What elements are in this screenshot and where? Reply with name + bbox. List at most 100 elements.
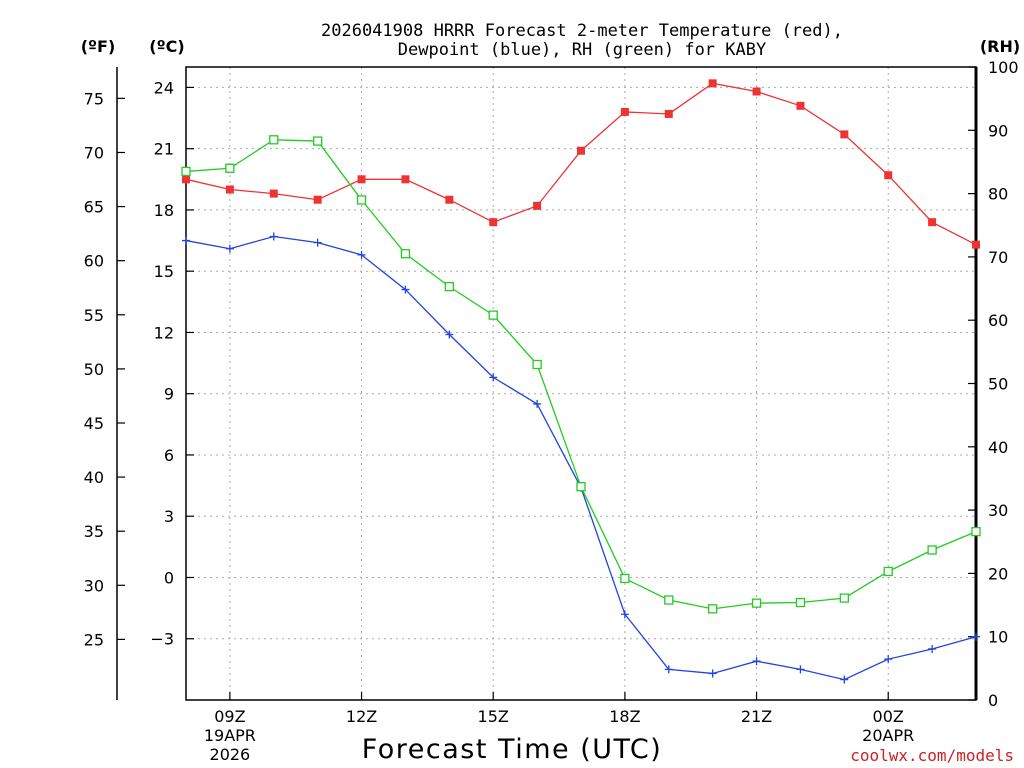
rh-point — [356, 195, 367, 205]
rh-tick-label: 30 — [988, 501, 1008, 520]
fahrenheit-tick-label: 70 — [84, 143, 104, 162]
x-tick-date-label: 19APR — [204, 726, 256, 745]
2-meter-temperature-point — [357, 175, 366, 184]
celsius-tick-label: 3 — [164, 507, 174, 526]
data-series — [181, 79, 981, 684]
rh-point — [927, 545, 937, 555]
celsius-tick-label: 18 — [154, 201, 174, 220]
celsius-axis-label: (ºC) — [149, 37, 184, 56]
rh-point — [751, 598, 762, 608]
fahrenheit-tick-label: 60 — [84, 252, 104, 271]
x-axis-label: Forecast Time (UTC) — [362, 734, 663, 765]
dewpoint-point — [840, 675, 849, 684]
x-tick-label: 12Z — [346, 707, 377, 726]
2-meter-temperature-point — [708, 79, 717, 88]
dewpoint-point — [313, 238, 322, 247]
fahrenheit-tick-label: 35 — [84, 522, 104, 541]
fahrenheit-tick-label: 65 — [84, 198, 104, 217]
x-tick-date-label: 20APR — [862, 726, 914, 745]
chart-title-line1: 2026041908 HRRR Forecast 2-meter Tempera… — [321, 21, 843, 41]
celsius-tick-label: 15 — [154, 262, 174, 281]
fahrenheit-axis-label: (ºF) — [81, 37, 116, 56]
fahrenheit-tick-label: 25 — [84, 630, 104, 649]
rh-tick-label: 0 — [988, 691, 998, 710]
dewpoint-point — [489, 373, 498, 382]
rh-point — [181, 166, 191, 177]
2-meter-temperature-point — [269, 189, 278, 198]
2-meter-temperature-point — [577, 146, 585, 155]
x-tick-label: 21Z — [741, 707, 772, 726]
fahrenheit-tick-label: 50 — [84, 360, 104, 379]
celsius-tick-label: 12 — [154, 323, 174, 342]
2-meter-temperature-point — [445, 195, 454, 204]
rh-point — [839, 593, 849, 603]
x-tick-label: 00Z — [873, 707, 904, 726]
celsius-tick-label: 0 — [164, 568, 174, 587]
rh-point — [708, 604, 718, 614]
2-meter-temperature-point — [928, 218, 937, 227]
rh-point — [664, 595, 674, 605]
2-meter-temperature-point — [620, 107, 629, 116]
dewpoint-point — [664, 665, 673, 674]
rh-tick-label: 40 — [988, 438, 1008, 457]
rh-tick-label: 10 — [988, 628, 1008, 647]
rh-tick-label: 80 — [988, 185, 1008, 204]
rh-point — [225, 163, 235, 173]
rh-tick-label: 50 — [988, 375, 1008, 394]
2-meter-temperature-point — [840, 130, 849, 139]
rh-tick-label: 90 — [988, 121, 1008, 140]
rh-point — [488, 310, 498, 320]
2-meter-temperature-point — [313, 195, 322, 204]
dewpoint-point — [708, 669, 717, 678]
dewpoint-point — [182, 236, 190, 245]
dewpoint-point — [796, 665, 805, 674]
fahrenheit-tick-label: 30 — [84, 576, 104, 595]
2-meter-temperature-point — [225, 185, 234, 194]
dewpoint-point — [401, 285, 410, 294]
x-tick-year-label: 2026 — [210, 745, 251, 764]
axis-ticks: 24211815129630−3253035404550556065707501… — [84, 58, 1019, 764]
x-tick-label: 18Z — [609, 707, 640, 726]
rh-point — [971, 526, 981, 537]
rh-tick-label: 70 — [988, 248, 1008, 267]
celsius-tick-label: 24 — [154, 78, 174, 97]
rh-point — [576, 482, 586, 492]
fahrenheit-tick-label: 75 — [84, 89, 104, 108]
dewpoint-point — [928, 644, 937, 653]
2-meter-temperature-point — [489, 218, 498, 227]
credit-text: coolwx.com/models — [850, 746, 1014, 765]
rh-point — [532, 359, 542, 370]
celsius-tick-label: 6 — [164, 446, 174, 465]
rh-tick-label: 20 — [988, 564, 1008, 583]
2-meter-temperature-point — [664, 109, 673, 118]
2-meter-temperature-point — [752, 87, 761, 96]
x-tick-label: 15Z — [478, 707, 509, 726]
rh-point — [795, 597, 806, 608]
x-tick-label: 09Z — [214, 707, 245, 726]
rh-point — [400, 249, 411, 259]
rh-point — [269, 135, 279, 145]
dewpoint-point — [620, 610, 629, 619]
2-meter-temperature-point — [884, 171, 893, 180]
2-meter-temperature-point — [972, 240, 980, 249]
fahrenheit-tick-label: 40 — [84, 468, 104, 487]
chart-title-line2: Dewpoint (blue), RH (green) for KABY — [398, 40, 766, 60]
rh-point — [883, 566, 893, 577]
dewpoint-point — [445, 330, 454, 339]
celsius-tick-label: 9 — [164, 385, 174, 404]
dewpoint-point — [357, 250, 366, 259]
rh-tick-label: 100 — [988, 58, 1019, 77]
dewpoint-point — [225, 244, 234, 253]
dewpoint-point — [972, 632, 980, 641]
rh-point — [620, 573, 630, 584]
dewpoint-point — [752, 657, 761, 666]
2-meter-temperature-point — [182, 175, 190, 184]
2-meter-temperature-point — [796, 101, 805, 110]
rh-point — [444, 282, 454, 292]
dewpoint-point — [533, 399, 542, 408]
2-meter-temperature-point — [401, 175, 410, 184]
fahrenheit-tick-label: 45 — [84, 414, 104, 433]
rh-tick-label: 60 — [988, 311, 1008, 330]
rh-axis-label: (RH) — [980, 37, 1020, 56]
